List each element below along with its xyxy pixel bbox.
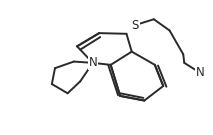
Text: N: N	[88, 56, 97, 69]
Text: S: S	[131, 19, 139, 32]
Text: N: N	[196, 66, 204, 79]
